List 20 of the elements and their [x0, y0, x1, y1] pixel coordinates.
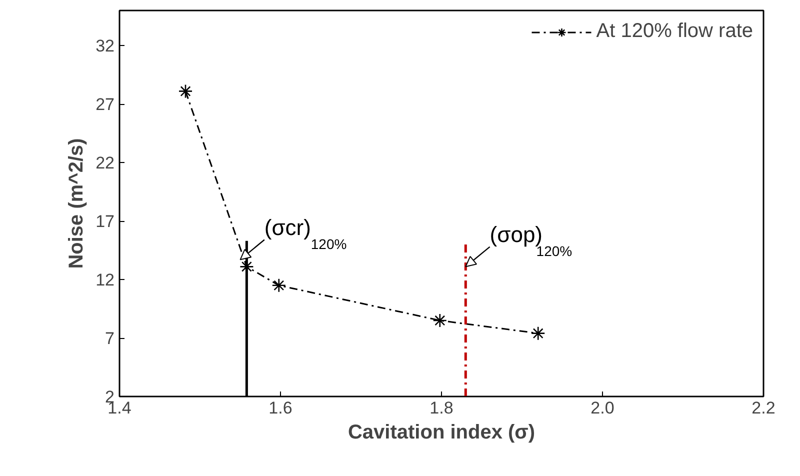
point — [530, 326, 546, 340]
y-axis-title: Noise (m^2/s) — [66, 138, 88, 269]
annotation: (σop)120% — [490, 222, 572, 259]
legend-label: At 120% flow rate — [596, 20, 753, 43]
x-tick-label: 2.0 — [590, 398, 614, 418]
y-tick-label: 22 — [96, 154, 115, 173]
point — [240, 260, 254, 274]
y-tick-label: 27 — [96, 95, 115, 114]
y-tick-label: 7 — [105, 329, 115, 348]
point — [432, 313, 448, 328]
x-axis-title: Cavitation index (σ) — [348, 422, 536, 444]
y-tick-label: 12 — [96, 270, 115, 290]
x-tick-label: 1.8 — [430, 398, 454, 418]
x-tick-label: 2.2 — [752, 398, 776, 418]
point — [272, 278, 286, 293]
point — [178, 84, 193, 98]
y-tick-label: 17 — [96, 212, 115, 232]
annotation: (σcr)120% — [264, 214, 347, 252]
x-tick-label: 1.6 — [268, 398, 292, 418]
y-tick-label: 32 — [96, 36, 115, 56]
